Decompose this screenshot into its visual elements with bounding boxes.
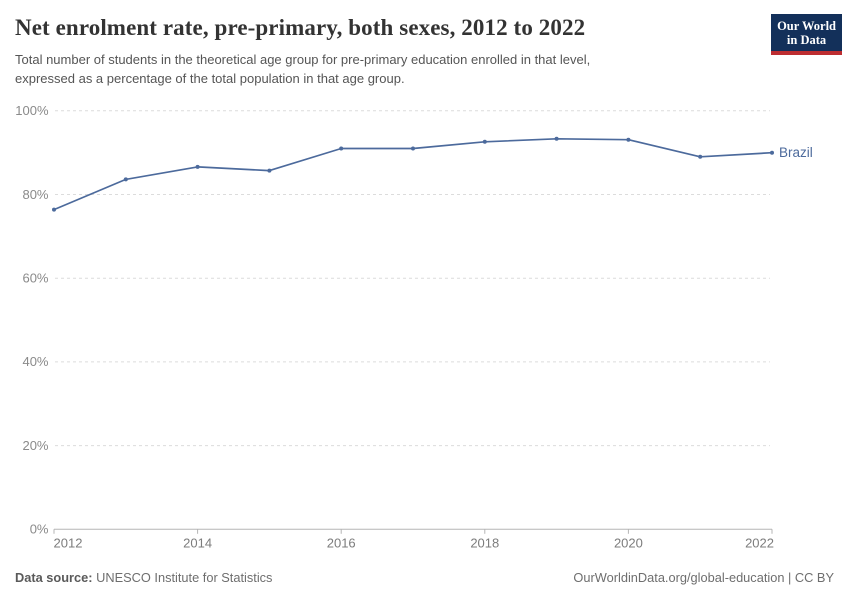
- y-tick-label: 100%: [15, 103, 49, 118]
- data-point[interactable]: [123, 177, 128, 182]
- data-point[interactable]: [770, 150, 774, 155]
- y-tick-label: 60%: [22, 271, 48, 286]
- chart-subtitle-line2: expressed as a percentage of the total p…: [15, 70, 405, 86]
- owid-logo-line1: Our World: [777, 19, 836, 33]
- data-point[interactable]: [195, 164, 200, 169]
- chart-footer: Data source: UNESCO Institute for Statis…: [15, 570, 834, 585]
- data-point[interactable]: [482, 139, 487, 144]
- credit-line: OurWorldinData.org/global-education | CC…: [573, 570, 834, 585]
- data-point[interactable]: [554, 136, 559, 141]
- data-point[interactable]: [267, 168, 272, 173]
- x-tick-label: 2020: [614, 536, 643, 551]
- series-label[interactable]: Brazil: [779, 145, 813, 160]
- data-source-label: Data source:: [15, 570, 93, 585]
- page-title: Net enrolment rate, pre-primary, both se…: [15, 15, 586, 40]
- y-tick-label: 40%: [22, 354, 48, 369]
- chart-subtitle-line1: Total number of students in the theoreti…: [15, 52, 591, 67]
- x-tick-label: 2016: [327, 536, 356, 551]
- data-point[interactable]: [626, 137, 631, 142]
- y-tick-label: 0%: [30, 522, 49, 537]
- x-tick-label: 2022: [745, 536, 774, 551]
- data-point[interactable]: [339, 146, 344, 151]
- chart-subtitle: Total number of students in the theoreti…: [15, 51, 590, 88]
- y-tick-label: 20%: [22, 438, 48, 453]
- data-source-value: UNESCO Institute for Statistics: [96, 570, 273, 585]
- data-source: Data source: UNESCO Institute for Statis…: [15, 570, 272, 585]
- data-point[interactable]: [411, 146, 415, 151]
- x-tick-label: 2012: [54, 536, 83, 551]
- data-point[interactable]: [52, 207, 56, 212]
- x-tick-label: 2018: [470, 536, 499, 551]
- x-tick-label: 2014: [183, 536, 212, 551]
- data-point[interactable]: [698, 154, 703, 159]
- owid-logo-line2: in Data: [786, 33, 827, 47]
- owid-logo: Our World in Data: [771, 14, 842, 55]
- y-tick-label: 80%: [22, 187, 48, 202]
